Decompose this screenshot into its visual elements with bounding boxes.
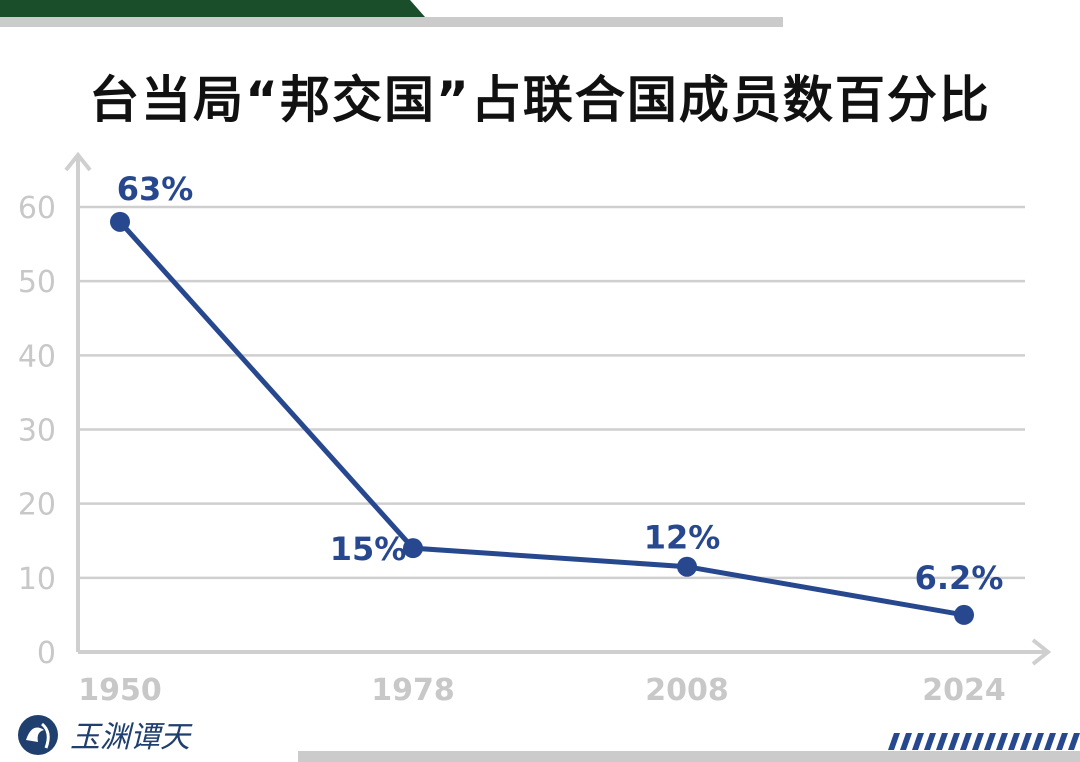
stripe (1032, 733, 1044, 750)
stripe (948, 733, 960, 750)
data-label: 6.2% (915, 559, 1004, 597)
data-point (677, 556, 697, 577)
y-tick-label: 0 (37, 636, 56, 671)
stripe (900, 733, 912, 750)
logo-text: 玉渊谭天 (70, 720, 190, 755)
data-label: 63% (117, 170, 194, 208)
x-axis-arrow (1031, 638, 1052, 666)
stripe (972, 733, 984, 750)
y-tick-label: 20 (18, 488, 56, 523)
stripe (936, 733, 948, 750)
stripe (924, 733, 936, 750)
stripe (1068, 733, 1080, 750)
y-tick-label: 60 (18, 191, 56, 226)
stripe (984, 733, 996, 750)
data-label: 15% (330, 530, 407, 568)
x-tick-label: 2008 (645, 673, 729, 708)
data-label: 12% (644, 519, 721, 557)
stripe (1044, 733, 1056, 750)
y-tick-label: 30 (18, 414, 56, 449)
stripe (1056, 733, 1068, 750)
stripe (960, 733, 972, 750)
stripe (1020, 733, 1032, 750)
data-point (110, 211, 130, 232)
data-point (954, 604, 974, 625)
stripe (888, 733, 900, 750)
bottom-gray-bar (298, 751, 1080, 762)
stripe (912, 733, 924, 750)
green-banner (0, 0, 425, 17)
chart-title: 台当局“邦交国”占联合国成员数百分比 (89, 71, 991, 129)
x-tick-label: 1978 (371, 673, 455, 708)
logo-icon (18, 715, 58, 755)
x-tick-label: 2024 (922, 673, 1006, 708)
y-tick-label: 50 (18, 265, 56, 300)
top-gray-bar (0, 17, 783, 27)
series-line (118, 220, 965, 618)
y-tick-label: 10 (18, 562, 56, 597)
decorative-stripes (888, 733, 1080, 750)
stripe (1008, 733, 1020, 750)
stripe (996, 733, 1008, 750)
y-tick-label: 40 (18, 339, 56, 374)
data-point (403, 538, 423, 559)
x-tick-label: 1950 (78, 673, 162, 708)
